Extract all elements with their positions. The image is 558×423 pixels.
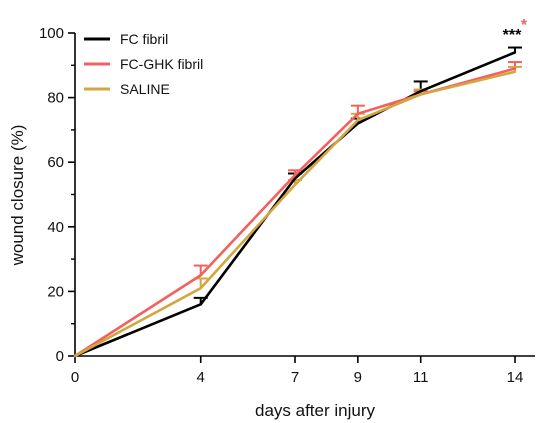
series-line-fc-fibril [74, 51, 516, 358]
data-point [293, 177, 297, 180]
y-axis-title: wound closure (%) [8, 125, 27, 267]
x-tick-label: 9 [354, 369, 362, 386]
data-point [356, 112, 360, 115]
x-tick-label: 14 [507, 369, 524, 386]
data-point [513, 51, 517, 54]
x-axis-title: days after injury [255, 401, 375, 420]
x-tick-label: 0 [71, 369, 79, 386]
y-tick-label: 20 [47, 283, 64, 300]
data-point [419, 89, 422, 93]
y-tick-label: 60 [47, 154, 64, 171]
data-point [419, 93, 422, 96]
legend: FC fibril FC-GHK fibril SALINE [84, 31, 203, 97]
data-point [513, 70, 517, 73]
legend-label: FC-GHK fibril [120, 56, 203, 72]
data-point [356, 122, 360, 125]
x-tick-label: 11 [413, 369, 429, 386]
significance-fc-fibril: *** [503, 27, 522, 44]
series-line-fc-ghk-fibril [74, 67, 516, 358]
legend-label: SALINE [120, 81, 170, 97]
data-point [199, 286, 202, 290]
y-tick-label: 40 [47, 219, 64, 236]
data-point [356, 119, 360, 122]
y-tick-label: 100 [39, 25, 64, 42]
series-fc-fibril [193, 46, 522, 305]
data-point [293, 183, 297, 187]
legend-label: FC fibril [120, 31, 168, 47]
data-point [513, 67, 517, 70]
data-point [199, 303, 202, 306]
y-tick-label: 80 [47, 90, 64, 107]
data-point [199, 274, 202, 277]
axes-layer: 0 20 40 60 80 100 0 4 7 9 11 14 [39, 25, 535, 386]
series-saline [193, 65, 522, 289]
data-point [73, 354, 77, 358]
x-tick-label: 7 [291, 369, 299, 386]
series-line-saline [74, 70, 516, 358]
x-tick-label: 4 [197, 369, 205, 386]
series-layer [73, 46, 522, 358]
y-tick-label: 0 [56, 348, 64, 365]
data-point [293, 173, 297, 177]
annotations-layer: **** [503, 17, 528, 44]
significance-fc-ghk-fibril: * [521, 17, 528, 34]
